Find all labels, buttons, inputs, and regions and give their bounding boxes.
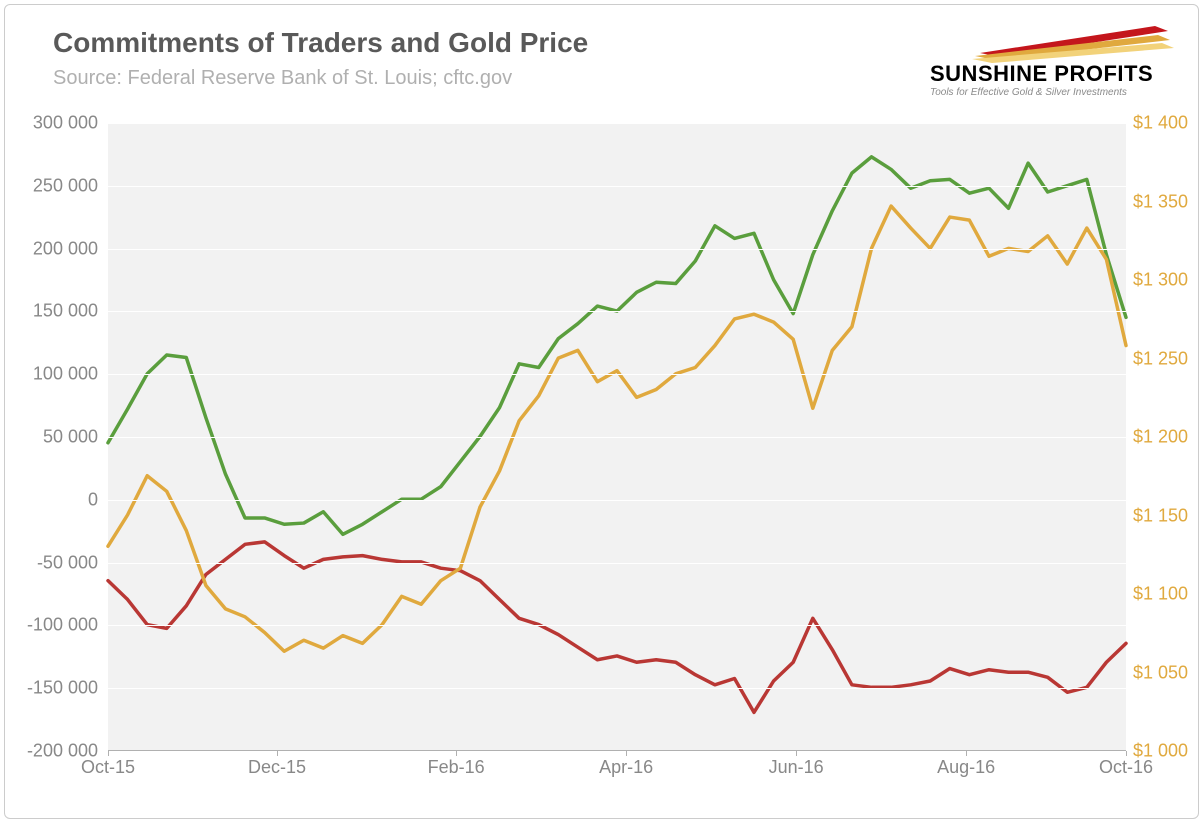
y-right-label: $1 350 — [1133, 191, 1188, 212]
chart-title: Commitments of Traders and Gold Price — [53, 27, 588, 59]
y-left-label: 150 000 — [33, 301, 98, 322]
y-left-label: 0 — [88, 489, 98, 510]
x-tick — [108, 751, 109, 756]
chart-container: Commitments of Traders and Gold Price So… — [4, 4, 1199, 819]
gridline — [108, 563, 1126, 564]
x-label: Dec-15 — [248, 757, 306, 778]
x-tick — [277, 751, 278, 756]
series-green — [108, 157, 1126, 534]
y-left-label: 100 000 — [33, 364, 98, 385]
gridline — [108, 249, 1126, 250]
y-left-label: 300 000 — [33, 113, 98, 134]
y-left-label: 250 000 — [33, 175, 98, 196]
x-label: Apr-16 — [599, 757, 653, 778]
x-tick — [626, 751, 627, 756]
gridline — [108, 688, 1126, 689]
gridline — [108, 186, 1126, 187]
gridline — [108, 625, 1126, 626]
y-left-label: -50 000 — [37, 552, 98, 573]
gridline — [108, 500, 1126, 501]
logo-tagline: Tools for Effective Gold & Silver Invest… — [930, 87, 1127, 98]
y-left-label: -150 000 — [27, 678, 98, 699]
y-right-label: $1 200 — [1133, 427, 1188, 448]
y-right-label: $1 300 — [1133, 270, 1188, 291]
x-tick — [456, 751, 457, 756]
logo-text: SUNSHINE PROFITS — [930, 61, 1153, 87]
x-label: Oct-16 — [1099, 757, 1153, 778]
brand-logo: SUNSHINE PROFITS Tools for Effective Gol… — [930, 23, 1180, 98]
series-gold-price — [108, 206, 1126, 651]
gridline — [108, 437, 1126, 438]
gridline — [108, 123, 1126, 124]
plot-area — [108, 123, 1126, 751]
y-left-label: 50 000 — [43, 427, 98, 448]
y-right-label: $1 250 — [1133, 348, 1188, 369]
logo-stripes-icon — [930, 23, 1180, 63]
chart-subtitle: Source: Federal Reserve Bank of St. Loui… — [53, 67, 512, 90]
series-red — [108, 542, 1126, 713]
y-right-label: $1 100 — [1133, 584, 1188, 605]
x-label: Jun-16 — [769, 757, 824, 778]
y-left-label: -100 000 — [27, 615, 98, 636]
x-tick — [796, 751, 797, 756]
x-label: Feb-16 — [428, 757, 485, 778]
y-right-label: $1 150 — [1133, 505, 1188, 526]
x-label: Oct-15 — [81, 757, 135, 778]
y-left-label: 200 000 — [33, 238, 98, 259]
gridline — [108, 374, 1126, 375]
y-right-label: $1 050 — [1133, 662, 1188, 683]
x-tick — [966, 751, 967, 756]
x-tick — [1126, 751, 1127, 756]
x-label: Aug-16 — [937, 757, 995, 778]
y-right-label: $1 400 — [1133, 113, 1188, 134]
gridline — [108, 311, 1126, 312]
